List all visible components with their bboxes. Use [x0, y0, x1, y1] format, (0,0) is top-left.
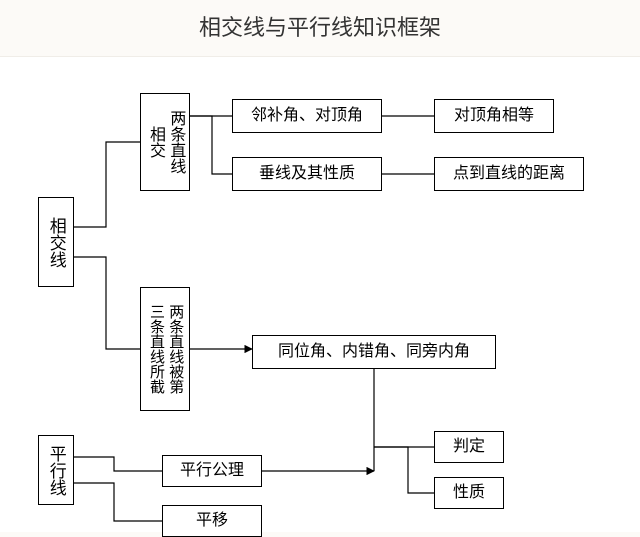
node-p2: 平移: [162, 505, 262, 537]
edge: [374, 447, 434, 493]
page-title: 相交线与平行线知识框架: [0, 0, 640, 57]
node-a: 相交两条直线: [140, 93, 190, 191]
node-b: 三条直线所截两条直线被第: [140, 287, 190, 411]
node-a1r: 对顶角相等: [434, 99, 554, 133]
diagram-canvas: 相交线平行线 相交两条直线三条直线所截两条直线被第 邻补角、对顶角垂线及其性质 对顶角…: [0, 57, 640, 532]
node-b1: 同位角、内错角、同旁内角: [252, 335, 496, 369]
edge: [74, 457, 162, 471]
node-p1b: 性质: [434, 477, 504, 509]
node-root2: 平行线: [38, 435, 74, 505]
edge: [74, 142, 140, 227]
edge: [74, 257, 140, 349]
node-p1: 平行公理: [162, 455, 262, 487]
edge: [74, 483, 162, 521]
node-a1: 邻补角、对顶角: [232, 99, 382, 133]
edge: [190, 116, 232, 174]
node-root1: 相交线: [38, 197, 74, 287]
node-p1a: 判定: [434, 431, 504, 463]
node-a2: 垂线及其性质: [232, 157, 382, 191]
node-a2r: 点到直线的距离: [434, 157, 584, 191]
